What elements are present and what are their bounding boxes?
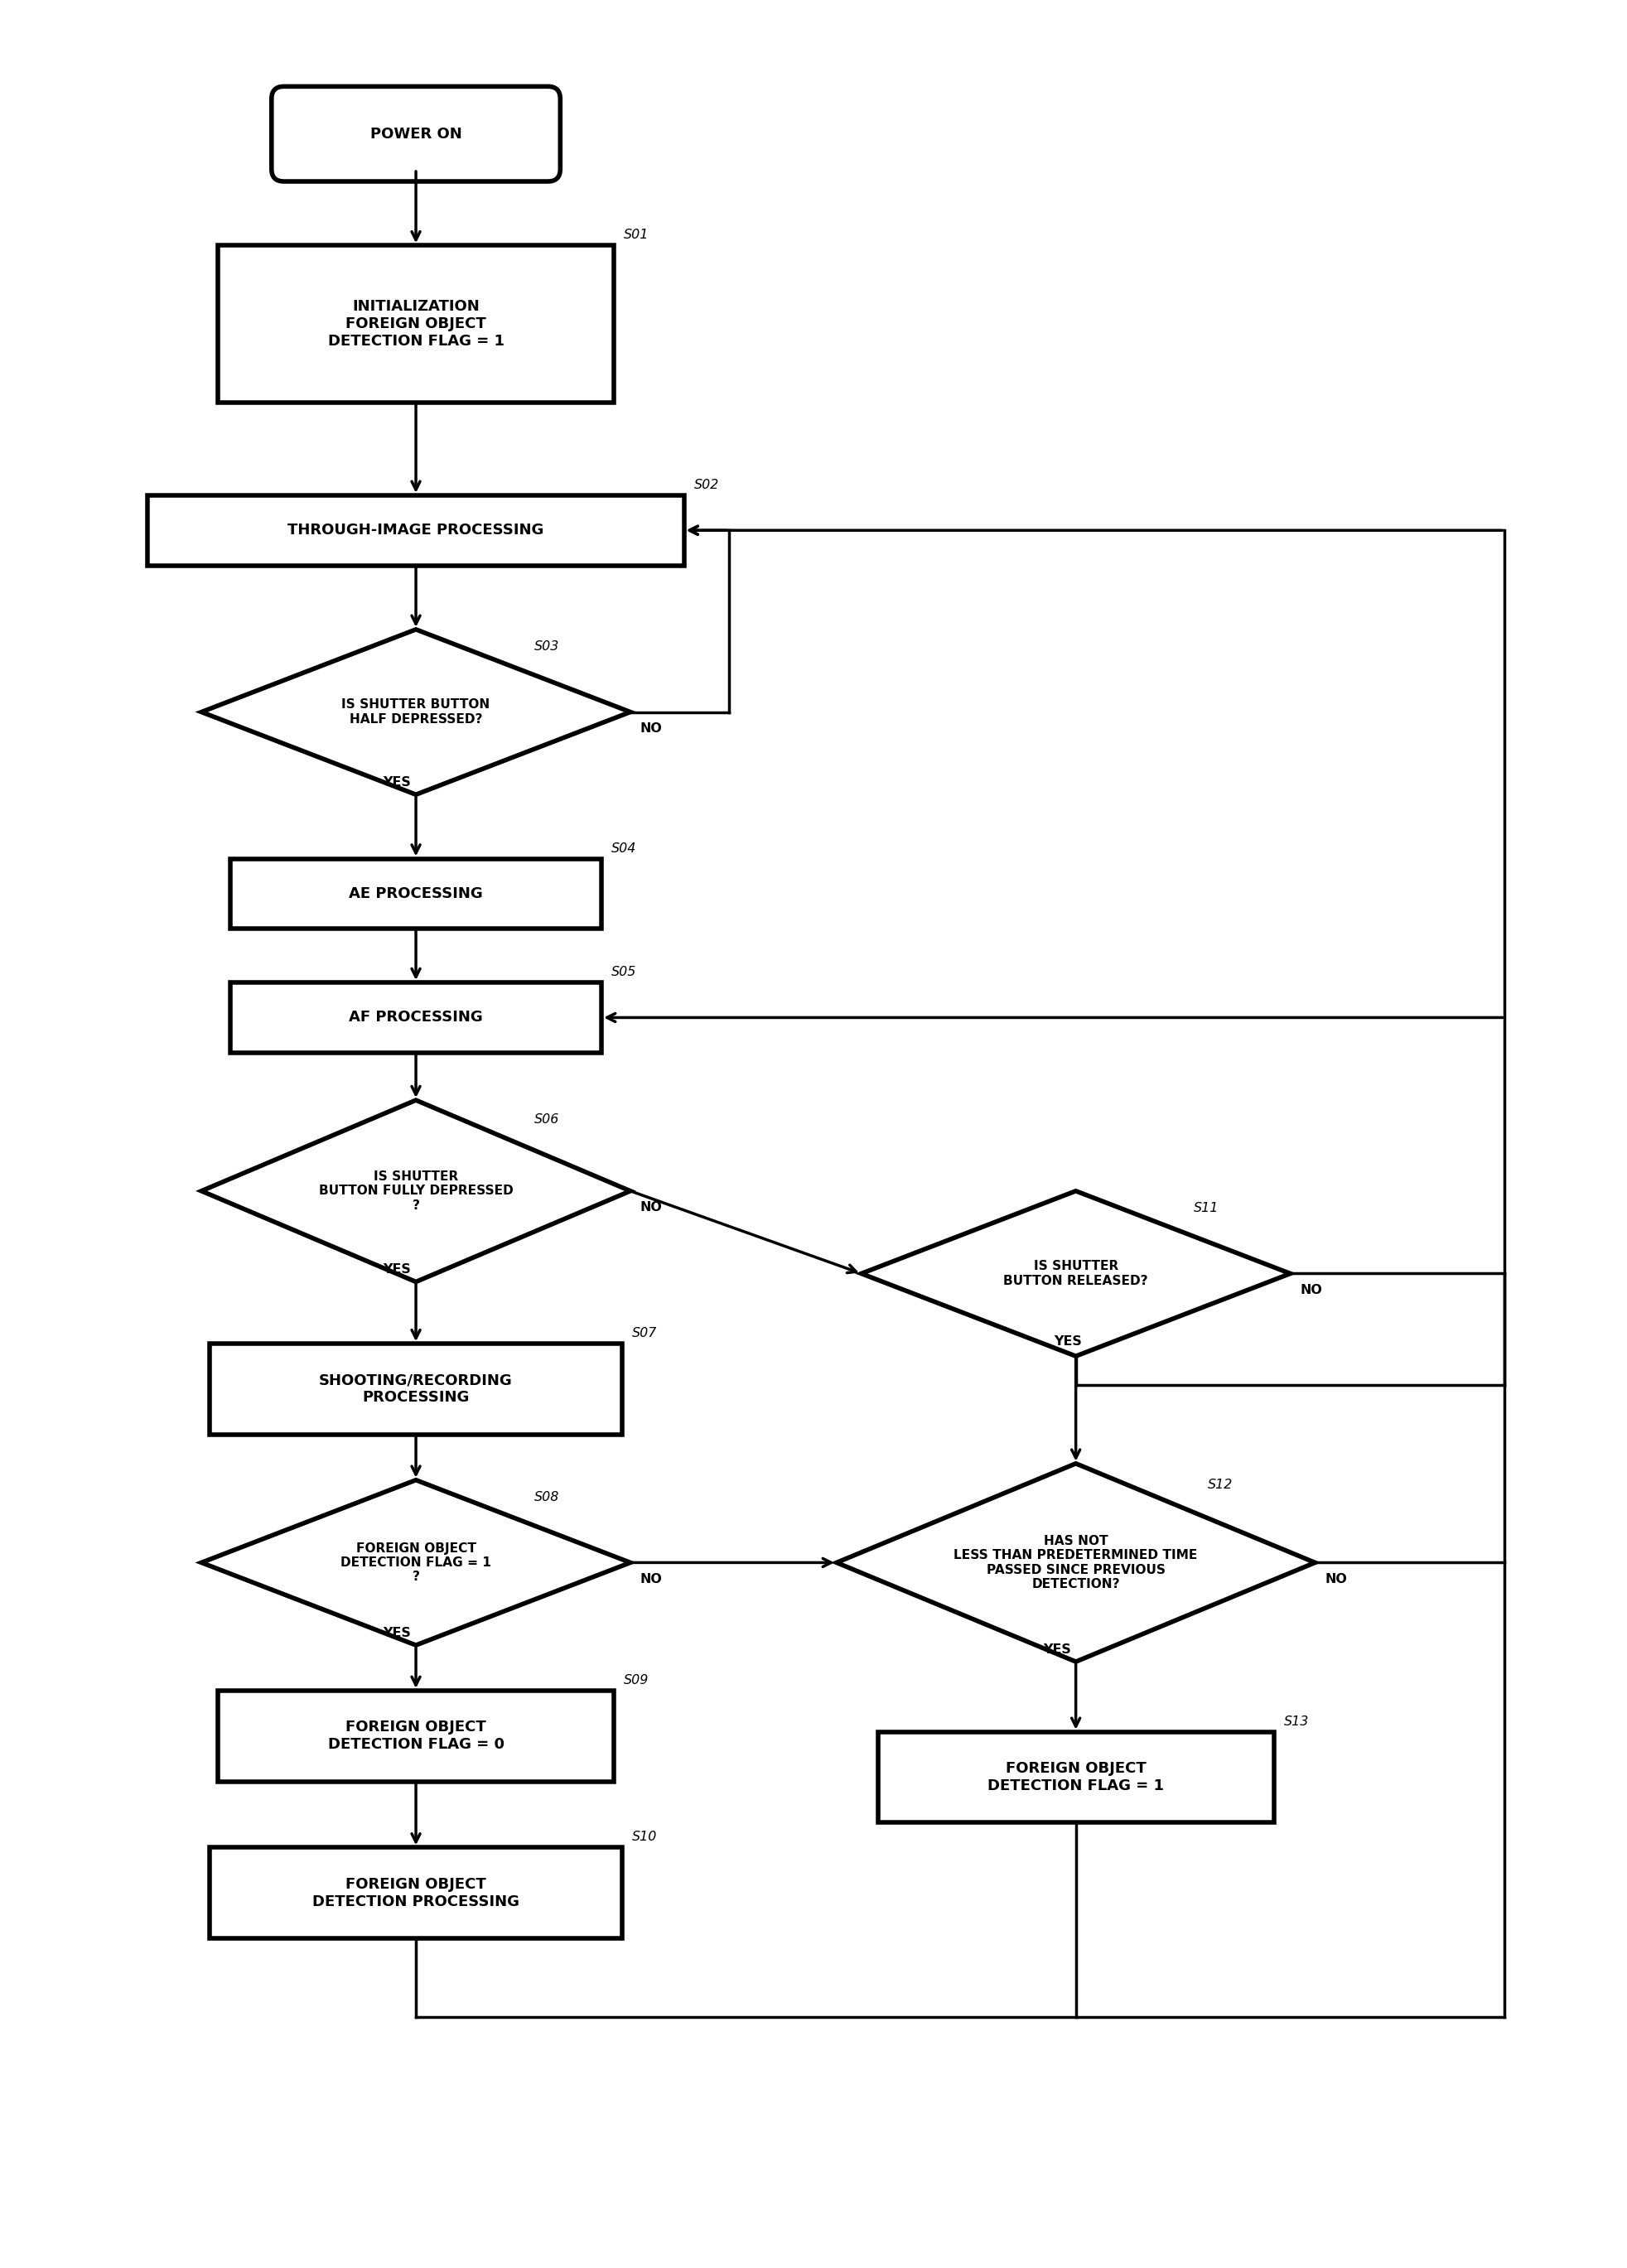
Text: NO: NO (639, 721, 662, 735)
Bar (218, 245, 613, 401)
Bar (210, 1848, 622, 1939)
Text: NO: NO (639, 1574, 662, 1585)
Polygon shape (836, 1463, 1315, 1662)
Text: FOREIGN OBJECT
DETECTION FLAG = 1
?: FOREIGN OBJECT DETECTION FLAG = 1 ? (340, 1542, 491, 1583)
Text: FOREIGN OBJECT
DETECTION FLAG = 0: FOREIGN OBJECT DETECTION FLAG = 0 (327, 1719, 504, 1753)
Text: SHOOTING/RECORDING
PROCESSING: SHOOTING/RECORDING PROCESSING (319, 1372, 513, 1406)
Text: FOREIGN OBJECT
DETECTION FLAG = 1: FOREIGN OBJECT DETECTION FLAG = 1 (988, 1762, 1163, 1794)
Polygon shape (861, 1191, 1290, 1356)
Polygon shape (202, 1100, 630, 1281)
Text: S11: S11 (1193, 1202, 1219, 1213)
Text: YES: YES (1053, 1336, 1080, 1347)
Text: INITIALIZATION
FOREIGN OBJECT
DETECTION FLAG = 1: INITIALIZATION FOREIGN OBJECT DETECTION … (327, 299, 504, 349)
Text: S08: S08 (534, 1490, 558, 1504)
Text: NO: NO (639, 1202, 662, 1213)
Text: S04: S04 (612, 841, 636, 855)
Text: IS SHUTTER
BUTTON RELEASED?: IS SHUTTER BUTTON RELEASED? (1002, 1261, 1147, 1286)
Text: HAS NOT
LESS THAN PREDETERMINED TIME
PASSED SINCE PREVIOUS
DETECTION?: HAS NOT LESS THAN PREDETERMINED TIME PAS… (953, 1535, 1197, 1590)
Bar (210, 1343, 622, 1436)
Text: S12: S12 (1207, 1479, 1232, 1492)
Text: AE PROCESSING: AE PROCESSING (348, 887, 483, 900)
Text: THROUGH-IMAGE PROCESSING: THROUGH-IMAGE PROCESSING (288, 524, 543, 538)
Text: NO: NO (1300, 1284, 1321, 1297)
Text: S02: S02 (693, 479, 719, 492)
Text: S13: S13 (1284, 1715, 1308, 1728)
Text: POWER ON: POWER ON (369, 127, 462, 141)
Bar (148, 494, 683, 565)
Text: FOREIGN OBJECT
DETECTION PROCESSING: FOREIGN OBJECT DETECTION PROCESSING (312, 1878, 519, 1910)
Text: YES: YES (382, 1263, 410, 1275)
Bar (877, 1733, 1274, 1823)
Polygon shape (202, 631, 630, 794)
Text: NO: NO (1324, 1574, 1347, 1585)
Text: YES: YES (1043, 1642, 1071, 1656)
Bar (229, 860, 602, 930)
Text: S10: S10 (631, 1830, 657, 1844)
Text: YES: YES (382, 1626, 410, 1640)
Text: S01: S01 (623, 229, 649, 240)
Text: YES: YES (382, 776, 410, 789)
Text: S06: S06 (534, 1114, 558, 1125)
Text: AF PROCESSING: AF PROCESSING (348, 1009, 483, 1025)
Polygon shape (202, 1481, 630, 1644)
Text: IS SHUTTER BUTTON
HALF DEPRESSED?: IS SHUTTER BUTTON HALF DEPRESSED? (342, 699, 490, 726)
Bar (229, 982, 602, 1052)
Bar (218, 1690, 613, 1780)
Text: S05: S05 (612, 966, 636, 978)
Text: S07: S07 (631, 1327, 657, 1340)
Text: S03: S03 (534, 640, 558, 653)
FancyBboxPatch shape (272, 86, 560, 181)
Text: IS SHUTTER
BUTTON FULLY DEPRESSED
?: IS SHUTTER BUTTON FULLY DEPRESSED ? (319, 1170, 513, 1211)
Text: S09: S09 (623, 1674, 649, 1687)
